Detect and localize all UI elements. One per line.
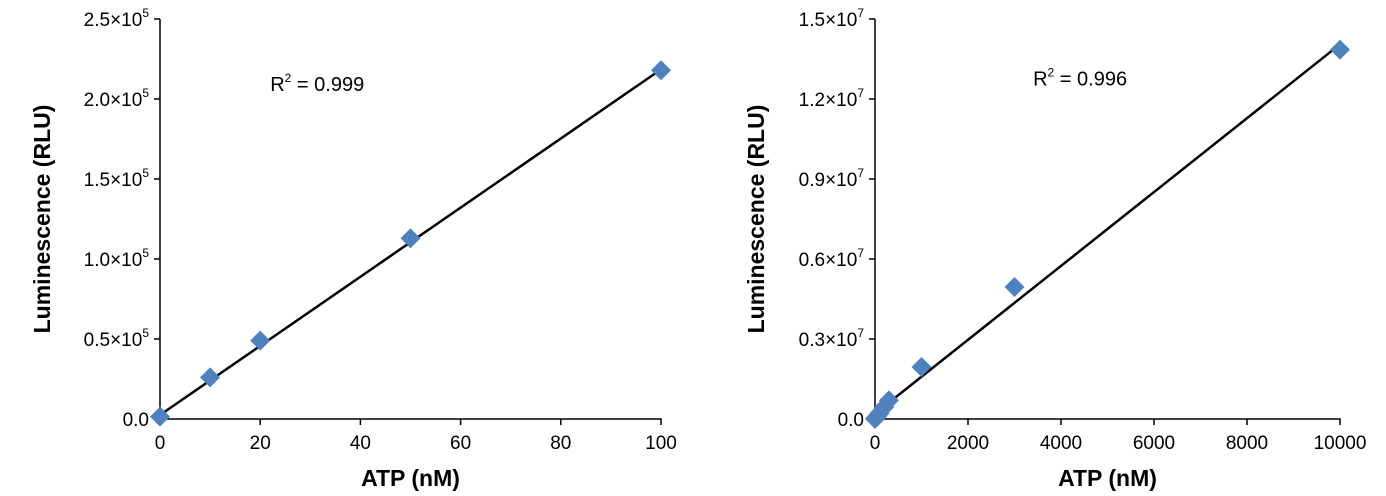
y-axis-title: Luminescence (RLU) <box>743 105 769 334</box>
x-tick-label: 60 <box>450 433 471 454</box>
data-point <box>911 357 932 377</box>
x-axis-title: ATP (nM) <box>1058 465 1157 491</box>
data-point <box>400 228 421 249</box>
r-squared-annotation: R2 = 0.999 <box>270 71 364 96</box>
y-tick-label: 2.5×105 <box>84 6 150 31</box>
data-point <box>651 60 671 81</box>
x-axis-title: ATP (nM) <box>361 465 460 491</box>
y-tick-label: 0.0 <box>838 410 864 431</box>
trendline <box>874 43 1341 415</box>
x-tick-label: 0 <box>155 433 166 454</box>
y-tick-label: 2.0×105 <box>84 86 150 111</box>
x-tick-label: 4000 <box>1040 433 1082 454</box>
chart-1: 0.0 0.5×105 1.0×105 1.5×105 2.0×105 2.5×105 0 2… <box>29 6 677 491</box>
y-tick-label: 1.2×107 <box>799 86 865 111</box>
y-tick-label: 0.6×107 <box>799 246 865 271</box>
y-tick-label: 0.3×107 <box>799 326 865 351</box>
x-tick-label: 100 <box>645 433 677 454</box>
x-tick-label: 6000 <box>1133 433 1175 454</box>
y-tick-label: 0.5×105 <box>84 326 150 351</box>
y-tick-label: 1.5×107 <box>799 6 865 31</box>
x-tick-label: 80 <box>550 433 571 454</box>
y-tick-label: 0.0 <box>123 410 149 431</box>
x-tick-label: 40 <box>350 433 371 454</box>
x-tick-label: 8000 <box>1226 433 1268 454</box>
y-tick-label: 1.0×105 <box>84 246 150 271</box>
data-point <box>250 330 271 351</box>
chart-2: 0.0 0.3×107 0.6×107 0.9×107 1.2×107 1.5×107 0 2… <box>743 6 1366 491</box>
data-point <box>878 390 899 411</box>
r-squared-annotation: R2 = 0.996 <box>1033 66 1127 91</box>
data-point <box>1330 39 1350 60</box>
x-tick-label: 2000 <box>947 433 989 454</box>
x-tick-label: 0 <box>870 433 881 454</box>
x-tick-label: 20 <box>250 433 271 454</box>
y-axis-title: Luminescence (RLU) <box>29 105 55 334</box>
x-tick-label: 10000 <box>1314 433 1367 454</box>
data-point <box>150 406 170 427</box>
y-tick-label: 1.5×105 <box>84 166 150 191</box>
y-tick-label: 0.9×107 <box>799 166 865 191</box>
data-point <box>1004 277 1025 297</box>
data-point <box>200 367 221 388</box>
